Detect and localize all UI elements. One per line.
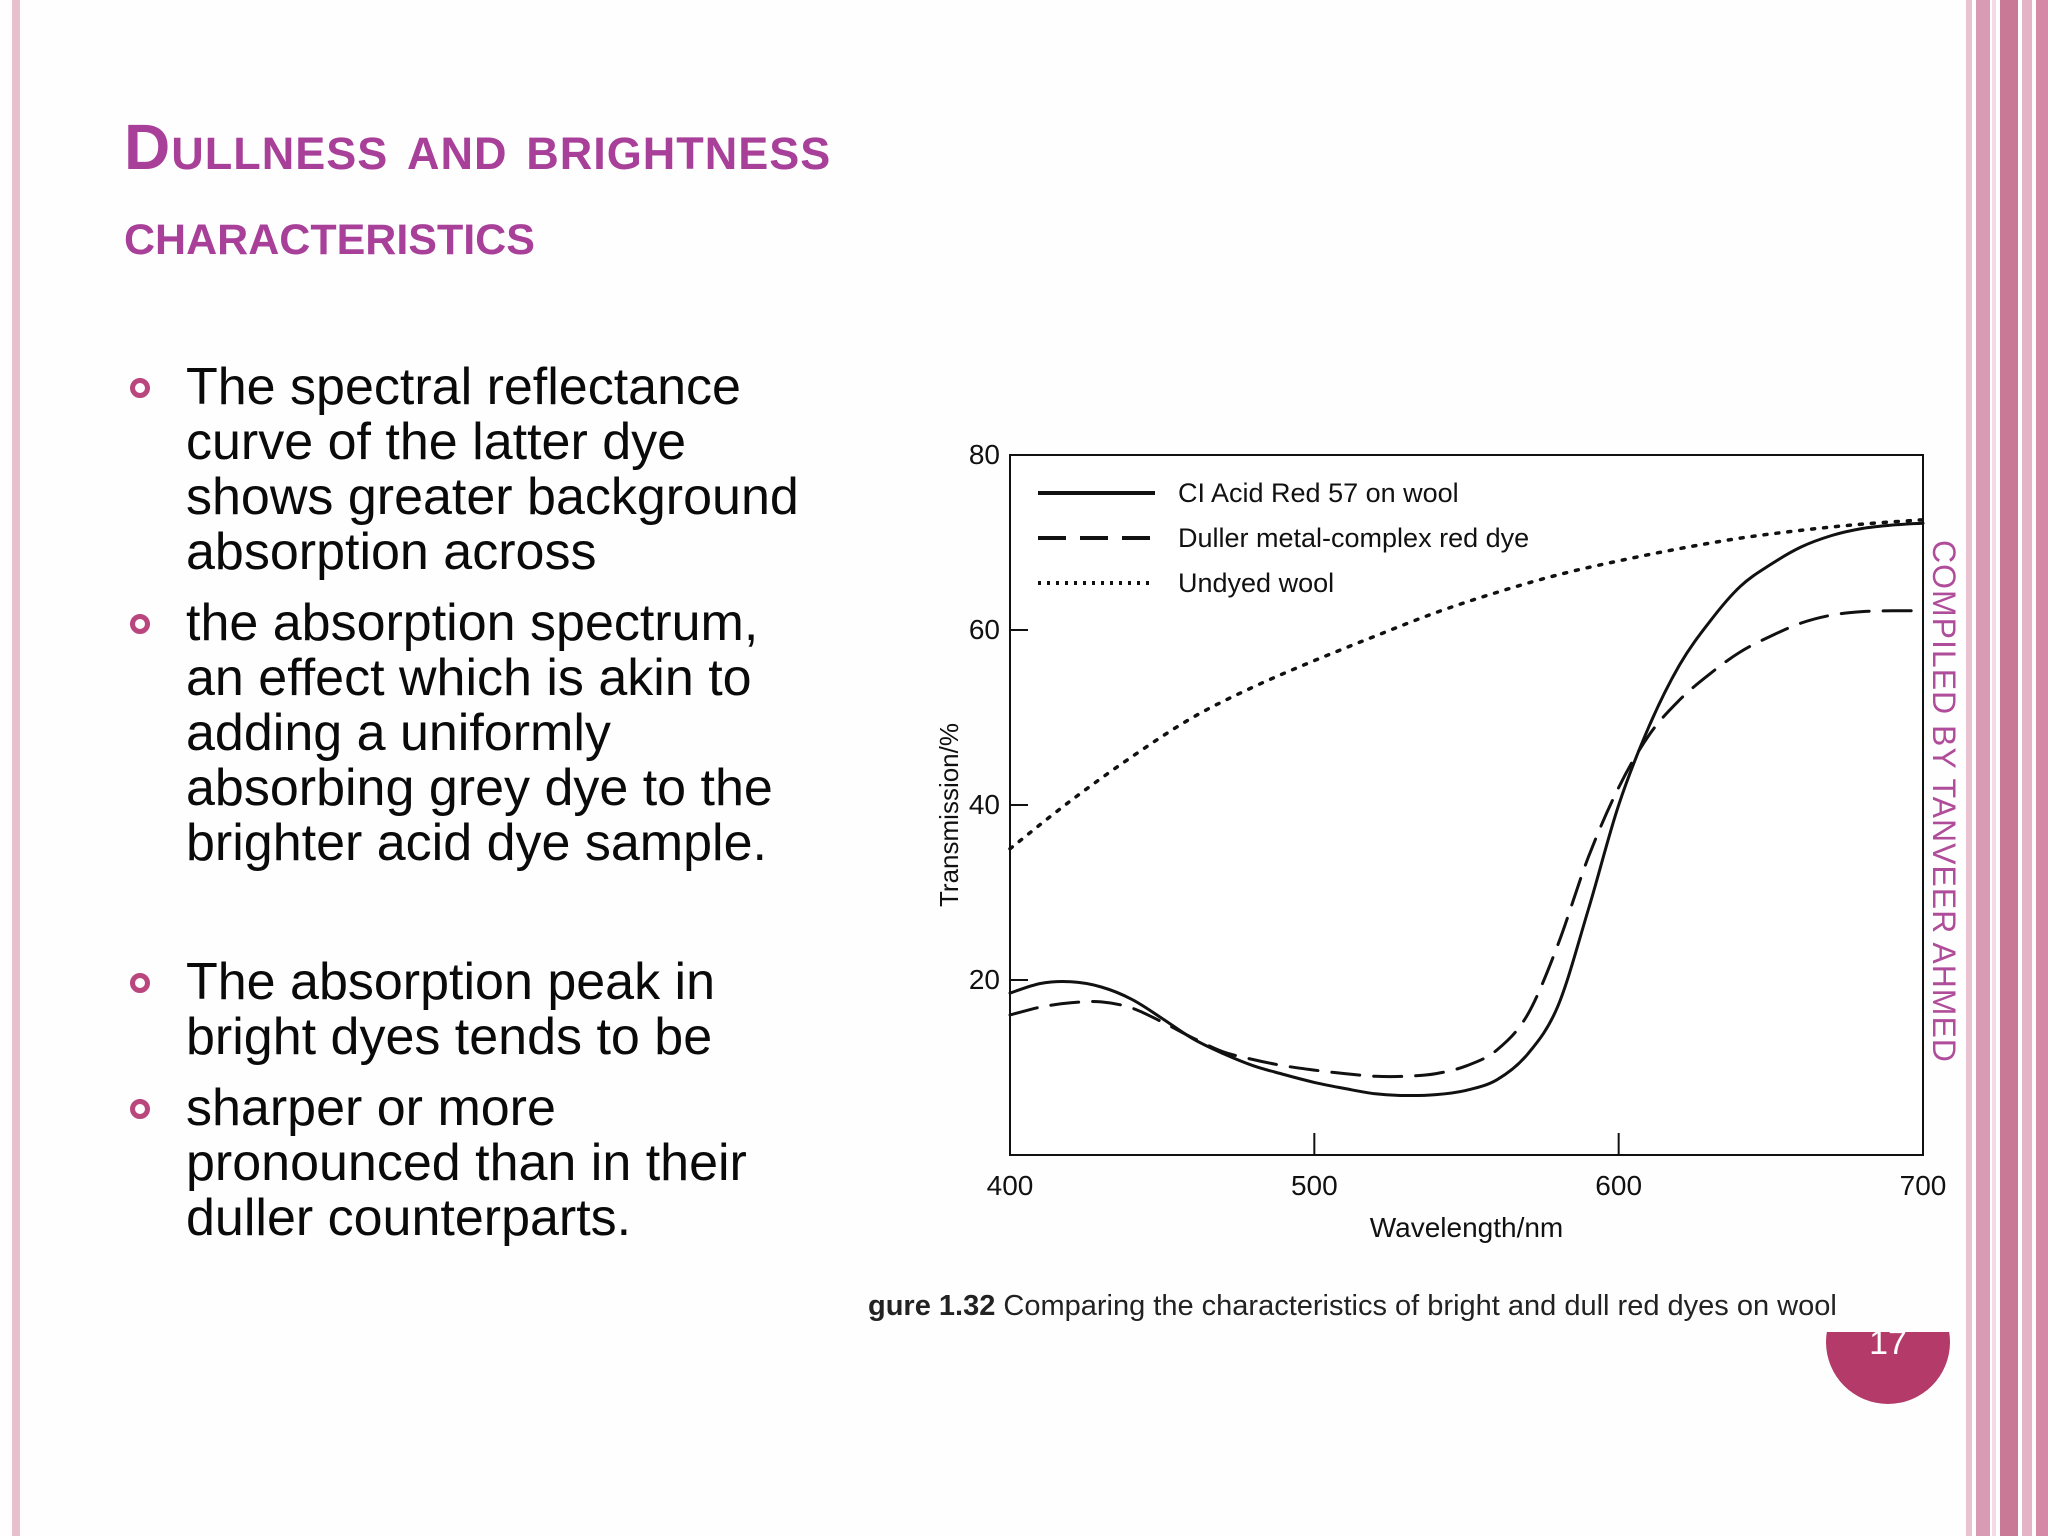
legend-label: CI Acid Red 57 on wool: [1178, 478, 1459, 508]
bullet-circle-icon: [130, 973, 150, 993]
page-number-mask: [1820, 1260, 1954, 1332]
bullet-text: sharper or more pronounced than in their…: [186, 1079, 747, 1247]
x-tick-label: 700: [1900, 1170, 1947, 1201]
title-line-1: Dullness and brightness: [124, 111, 832, 183]
bullet-text: The absorption peak in bright dyes tends…: [186, 953, 716, 1066]
series-line-dashed: [1008, 609, 1925, 1079]
legend-label: Duller metal-complex red dye: [1178, 523, 1529, 553]
bullet-text: the absorption spectrum, an effect which…: [186, 594, 773, 872]
bullet-circle-icon: [130, 614, 150, 634]
title-line-2: characteristics: [124, 199, 535, 268]
figure-caption: gure 1.32 Comparing the characteristics …: [868, 1290, 1837, 1323]
series-line-solid: [1008, 521, 1925, 1098]
bullet-circle-icon: [130, 1099, 150, 1119]
y-axis-label: Transmission/%: [934, 723, 964, 907]
y-tick-label: 40: [969, 789, 1000, 820]
bullet-item: the absorption spectrum, an effect which…: [130, 596, 830, 871]
compiled-by-text: COMPILED BY TANVEER AHMED: [1926, 540, 1962, 1063]
legend-label: Undyed wool: [1178, 568, 1334, 598]
bullet-item: The spectral reflectance curve of the la…: [130, 360, 830, 580]
x-tick-label: 400: [987, 1170, 1034, 1201]
x-axis-label: Wavelength/nm: [1370, 1212, 1564, 1243]
bullet-item: sharper or more pronounced than in their…: [130, 1081, 830, 1246]
bullet-circle-icon: [130, 378, 150, 398]
x-tick-label: 500: [1291, 1170, 1338, 1201]
slide-title: Dullness and brightness characteristics: [124, 110, 831, 269]
caption-prefix: gure 1.32: [868, 1290, 996, 1322]
caption-text: Comparing the characteristics of bright …: [995, 1290, 1837, 1322]
bullet-item: The absorption peak in bright dyes tends…: [130, 955, 830, 1065]
series-line-dotted: [1008, 518, 1925, 851]
transmission-chart: 20 40 60 80 400 500 600 700 Wavelength/nm Transmi…: [934, 439, 1947, 1243]
left-border: [12, 0, 20, 1536]
y-tick-label: 80: [969, 439, 1000, 470]
x-tick-label: 600: [1595, 1170, 1642, 1201]
bullet-text: The spectral reflectance curve of the la…: [186, 358, 799, 581]
bullet-list: The spectral reflectance curve of the la…: [130, 360, 830, 1246]
y-tick-label: 20: [969, 964, 1000, 995]
y-tick-label: 60: [969, 614, 1000, 645]
plot-frame: [1009, 454, 1924, 1156]
right-border-stripes: [1966, 0, 2048, 1536]
